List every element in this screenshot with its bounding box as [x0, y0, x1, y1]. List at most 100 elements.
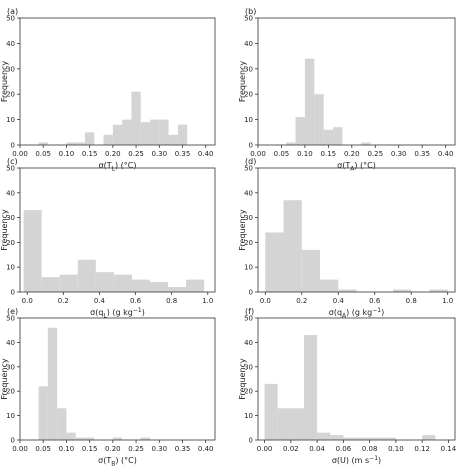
histogram-bar [330, 435, 344, 440]
histogram-bar [140, 122, 150, 145]
histogram-bar [295, 117, 305, 145]
panel-label: (c) [7, 157, 18, 166]
x-tick-label: 0.05 [35, 445, 51, 453]
histogram-bar [103, 134, 113, 145]
plot-frame [257, 167, 456, 293]
y-axis-label: Frequency [238, 358, 247, 400]
x-tick-label: 0.20 [344, 150, 360, 158]
x-tick-label: 1.0 [442, 297, 453, 305]
y-tick-label: 20 [6, 239, 15, 247]
histogram-bar [150, 282, 169, 292]
histogram-bar [186, 279, 205, 292]
y-tick-label: 0 [249, 437, 253, 445]
histogram-bar [66, 432, 76, 440]
histogram-bar [59, 274, 78, 292]
x-tick-label: 0.08 [362, 445, 378, 453]
y-tick-label: 30 [244, 363, 253, 371]
panel-label: (b) [245, 7, 256, 16]
histogram-bar [112, 124, 123, 145]
x-tick-label: 0.20 [105, 150, 121, 158]
y-tick-label: 40 [244, 339, 253, 347]
histogram-bar [369, 437, 383, 440]
x-axis-label: σ(qA) (g kg−1) [329, 307, 385, 320]
y-tick-label: 0 [249, 289, 253, 297]
plot-frame [257, 17, 456, 146]
histogram-bar [317, 432, 331, 440]
x-tick-label: 0.40 [198, 150, 214, 158]
histogram-bar [264, 383, 278, 440]
x-axis-label: σ(TB) (°C) [98, 456, 137, 468]
x-tick-label: 0.25 [367, 150, 383, 158]
histogram-bar [85, 437, 95, 440]
histogram-bar [277, 408, 291, 440]
x-tick-label: 0.05 [274, 150, 290, 158]
x-tick-label: 0.15 [82, 445, 98, 453]
histogram-bar [95, 272, 114, 292]
x-axis-label: σ(TL) (°C) [99, 161, 137, 173]
histogram-bar [286, 142, 296, 145]
histogram-bar [150, 119, 160, 145]
histogram-bar [392, 289, 412, 292]
x-tick-label: 0.00 [250, 150, 266, 158]
x-tick-label: 0.40 [438, 150, 454, 158]
panel-1: 0 10 20 30 40 50 0.00 0.05 0.10 0.15 0.20 0.25 0.30 0… [238, 7, 456, 173]
y-tick-label: 30 [244, 214, 253, 222]
x-tick-label: 0.30 [391, 150, 407, 158]
y-tick-label: 50 [6, 15, 15, 23]
x-tick-label: 0.10 [297, 150, 313, 158]
x-tick-label: 0.0 [22, 297, 33, 305]
x-tick-label: 0.40 [198, 445, 214, 453]
histogram-bar [301, 249, 321, 292]
x-axis-label: σ(U) (m s−1) [332, 455, 381, 465]
x-tick-label: 0.00 [12, 150, 28, 158]
histogram-bar [113, 274, 132, 292]
histogram-bar [265, 232, 284, 292]
histogram-bar [314, 94, 324, 145]
histogram-bar [338, 289, 357, 292]
x-axis-label: σ(qL) (g kg−1) [90, 307, 145, 320]
histogram-bar [283, 200, 302, 292]
y-tick-label: 40 [6, 189, 15, 197]
y-tick-label: 10 [244, 412, 253, 420]
x-tick-label: 0.00 [12, 445, 28, 453]
histogram-bar [429, 289, 448, 292]
y-tick-label: 30 [6, 214, 15, 222]
panel-3: 0 10 20 30 40 50 0.0 0.2 0.4 0.6 0.8 1.0 (d) Frequenc… [238, 157, 456, 320]
x-tick-label: 0.10 [388, 445, 404, 453]
y-tick-label: 0 [249, 142, 253, 150]
y-tick-label: 30 [244, 65, 253, 73]
y-axis-label: Frequency [0, 209, 9, 251]
histogram-bar [75, 142, 85, 145]
panel-0: 0 10 20 30 40 50 0.00 0.05 0.10 0.15 0.20 0.25 0.30 0… [0, 7, 216, 173]
y-tick-label: 40 [244, 40, 253, 48]
x-tick-label: 1.0 [202, 297, 213, 305]
histogram-bar [77, 259, 96, 292]
x-tick-label: 0.12 [414, 445, 430, 453]
x-tick-label: 0.35 [414, 150, 430, 158]
histogram-bar [38, 142, 48, 145]
x-tick-label: 0.6 [369, 297, 381, 305]
histogram-bar [422, 435, 436, 440]
x-tick-label: 0.35 [175, 150, 191, 158]
y-tick-label: 10 [6, 264, 15, 272]
panel-label: (a) [7, 7, 18, 16]
histogram-bar [112, 437, 123, 440]
y-tick-label: 0 [11, 142, 15, 150]
histogram-bar [57, 408, 67, 440]
panel-4: 0 10 20 30 40 50 0.00 0.05 0.10 0.15 0.20 0.25 0.30 0… [0, 307, 216, 468]
x-tick-label: 0.30 [151, 445, 167, 453]
y-tick-label: 50 [6, 315, 15, 323]
y-tick-label: 10 [6, 116, 15, 124]
x-tick-label: 0.4 [333, 297, 345, 305]
y-tick-label: 10 [6, 412, 15, 420]
histogram-bar [140, 437, 150, 440]
x-tick-label: 0.8 [166, 297, 177, 305]
histogram-bar [320, 279, 339, 292]
y-tick-label: 50 [244, 15, 253, 23]
histogram-bar [85, 132, 95, 145]
x-tick-label: 0.00 [257, 445, 273, 453]
x-tick-label: 0.04 [309, 445, 325, 453]
x-tick-label: 0.35 [175, 445, 191, 453]
histogram-bar [304, 58, 315, 145]
